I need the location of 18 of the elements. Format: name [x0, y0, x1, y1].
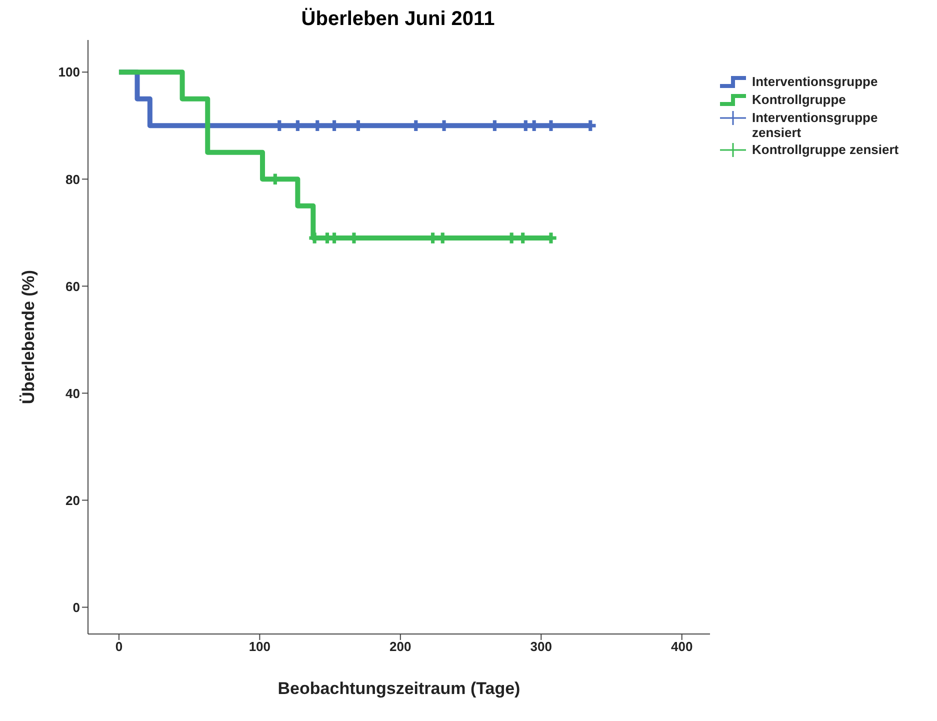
- x-tick-label: 300: [530, 639, 552, 654]
- x-axis-title: Beobachtungszeitraum (Tage): [278, 679, 520, 698]
- legend-label: Kontrollgruppe: [752, 92, 846, 107]
- legend-label: Interventionsgruppe: [752, 74, 878, 89]
- chart-title: Überleben Juni 2011: [300, 8, 496, 32]
- x-tick-label: 200: [390, 639, 412, 654]
- y-tick-label: 100: [58, 64, 80, 80]
- y-tick-label: 60: [66, 278, 80, 294]
- legend-label: Kontrollgruppe zensiert: [752, 142, 899, 157]
- x-tick-label: 100: [248, 639, 271, 654]
- y-tick-label: 20: [66, 492, 80, 508]
- legend-label: Interventionsgruppe zensiert: [752, 110, 879, 140]
- y-tick-label: 40: [66, 386, 80, 401]
- x-tick-label: 0: [115, 639, 123, 654]
- y-axis-title: Überlebende (%): [19, 270, 38, 404]
- y-tick-label: 0: [72, 600, 80, 615]
- x-tick-label: 400: [671, 639, 693, 654]
- y-tick-label: 80: [66, 172, 80, 187]
